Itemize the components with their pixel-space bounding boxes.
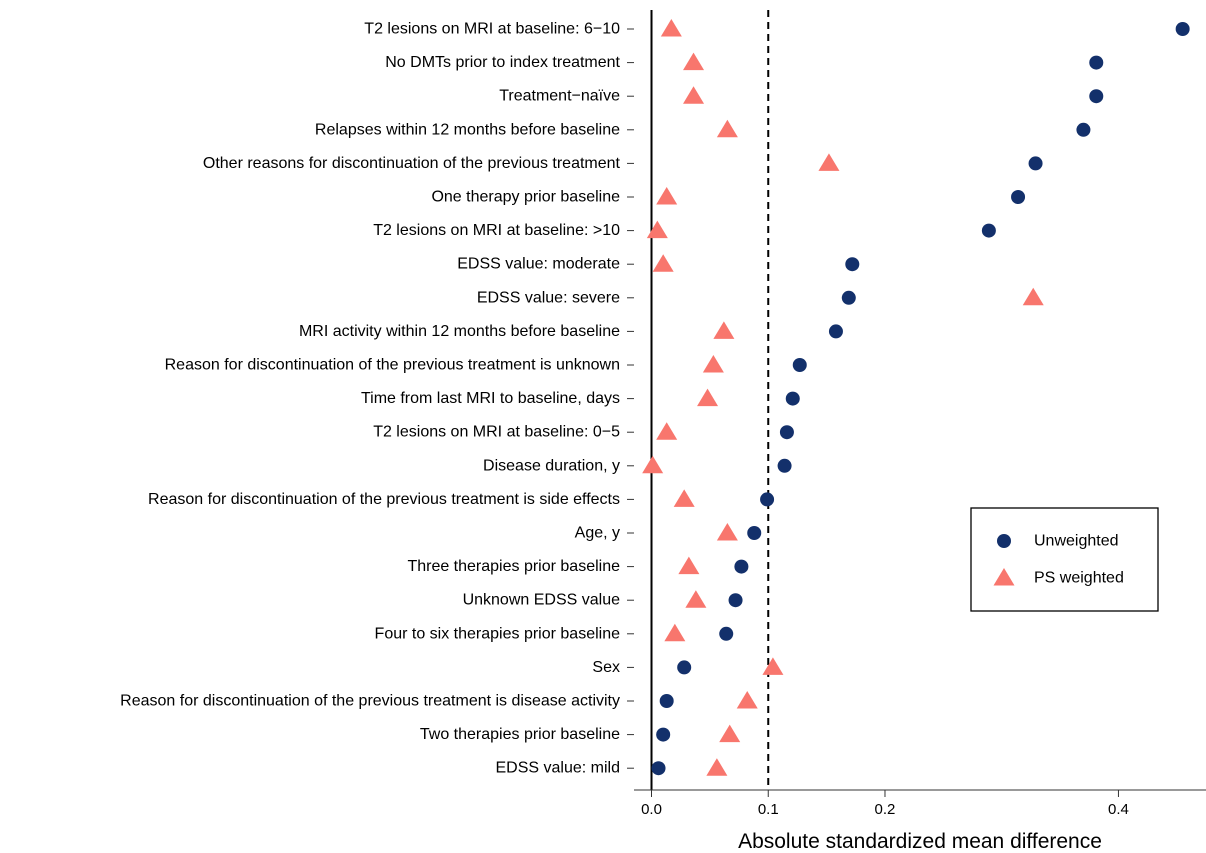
- category-labels: T2 lesions on MRI at baseline: 6−10 No DM…: [120, 21, 634, 777]
- unweighted-point: [779, 425, 794, 440]
- unweighted-point: [828, 324, 843, 339]
- x-tick-label: 0.2: [875, 801, 896, 818]
- x-tick-label: 0.0: [641, 801, 662, 818]
- unweighted-point: [841, 290, 856, 305]
- unweighted-point: [981, 223, 996, 238]
- ps-weighted-point: [716, 119, 738, 138]
- ps-weighted-point: [685, 590, 707, 608]
- legend-label: Unweighted: [1034, 533, 1119, 550]
- category-label: EDSS value: moderate: [457, 256, 620, 273]
- category-label: Reason for discontinuation of the previo…: [148, 491, 620, 508]
- category-label: T2 lesions on MRI at baseline: 6−10: [364, 21, 620, 38]
- unweighted-point: [651, 761, 666, 776]
- unweighted-point: [792, 358, 807, 372]
- x-axis: 0.0 0.1 0.2 0.4: [634, 789, 1206, 818]
- data-points: [642, 19, 1190, 776]
- legend: Unweighted PS weighted: [970, 507, 1159, 612]
- ps-weighted-point: [656, 422, 678, 440]
- unweighted-point: [734, 559, 749, 574]
- unweighted-point: [677, 660, 692, 675]
- unweighted-point: [719, 626, 734, 641]
- unweighted-point: [777, 458, 792, 473]
- unweighted-point: [656, 727, 671, 742]
- ps-weighted-point: [673, 489, 695, 507]
- category-label: Reason for discontinuation of the previo…: [120, 693, 620, 710]
- category-label: Unknown EDSS value: [463, 592, 621, 609]
- ps-weighted-point: [646, 220, 668, 239]
- category-label: Age, y: [575, 525, 620, 542]
- category-label: Two therapies prior baseline: [420, 726, 620, 743]
- ps-weighted-point: [656, 187, 678, 205]
- category-label: T2 lesions on MRI at baseline: 0−5: [373, 424, 620, 441]
- unweighted-point: [1089, 89, 1104, 104]
- legend-label: PS weighted: [1034, 570, 1124, 587]
- category-label: Three therapies prior baseline: [407, 558, 620, 575]
- category-label: Disease duration, y: [483, 457, 620, 474]
- ps-weighted-point: [736, 691, 758, 709]
- unweighted-point: [1076, 122, 1091, 137]
- category-label: Time from last MRI to baseline, days: [361, 390, 620, 407]
- ps-weighted-point: [818, 153, 840, 171]
- category-label: Four to six therapies prior baseline: [375, 625, 621, 642]
- category-label: MRI activity within 12 months before bas…: [299, 323, 620, 340]
- category-label: EDSS value: severe: [477, 289, 620, 306]
- ps-weighted-point: [652, 254, 674, 272]
- unweighted-point: [747, 526, 762, 540]
- unweighted-point: [1175, 22, 1190, 36]
- category-label: EDSS value: mild: [496, 760, 621, 777]
- legend-box: [970, 507, 1159, 612]
- ps-weighted-point: [678, 556, 700, 575]
- unweighted-point: [659, 694, 674, 708]
- unweighted-point: [728, 593, 743, 608]
- category-label: Sex: [592, 659, 620, 676]
- ps-weighted-point: [697, 388, 719, 407]
- category-label: No DMTs prior to index treatment: [385, 54, 620, 71]
- ps-weighted-point: [762, 657, 784, 675]
- ps-weighted-point: [660, 19, 682, 37]
- category-label: Treatment−naïve: [499, 88, 620, 105]
- ps-weighted-point: [1022, 287, 1044, 306]
- unweighted-point: [845, 257, 860, 272]
- ps-weighted-point: [642, 455, 664, 474]
- ps-weighted-point: [683, 52, 705, 71]
- ps-weighted-point: [716, 523, 738, 541]
- ps-weighted-point: [713, 321, 735, 339]
- ps-weighted-point: [719, 724, 741, 743]
- x-tick-label: 0.1: [758, 801, 779, 818]
- reference-lines: [650, 10, 770, 790]
- category-label: T2 lesions on MRI at baseline: >10: [373, 222, 620, 239]
- x-tick-label: 0.4: [1108, 801, 1129, 818]
- category-label: Reason for discontinuation of the previo…: [165, 357, 620, 374]
- category-label: One therapy prior baseline: [431, 189, 620, 206]
- legend-triangle-icon: [993, 568, 1015, 586]
- ps-weighted-point: [702, 355, 724, 373]
- ps-weighted-point: [706, 758, 728, 776]
- legend-circle-icon: [997, 534, 1011, 548]
- x-axis-title: Absolute standardized mean difference: [738, 830, 1102, 853]
- unweighted-point: [1089, 55, 1104, 70]
- unweighted-point: [1011, 190, 1026, 204]
- unweighted-point: [1028, 156, 1043, 171]
- ps-weighted-point: [664, 623, 686, 642]
- ps-weighted-point: [683, 86, 705, 104]
- unweighted-point: [785, 391, 800, 406]
- unweighted-point: [760, 492, 775, 507]
- category-label: Relapses within 12 months before baselin…: [315, 121, 620, 138]
- category-label: Other reasons for discontinuation of the…: [203, 155, 621, 172]
